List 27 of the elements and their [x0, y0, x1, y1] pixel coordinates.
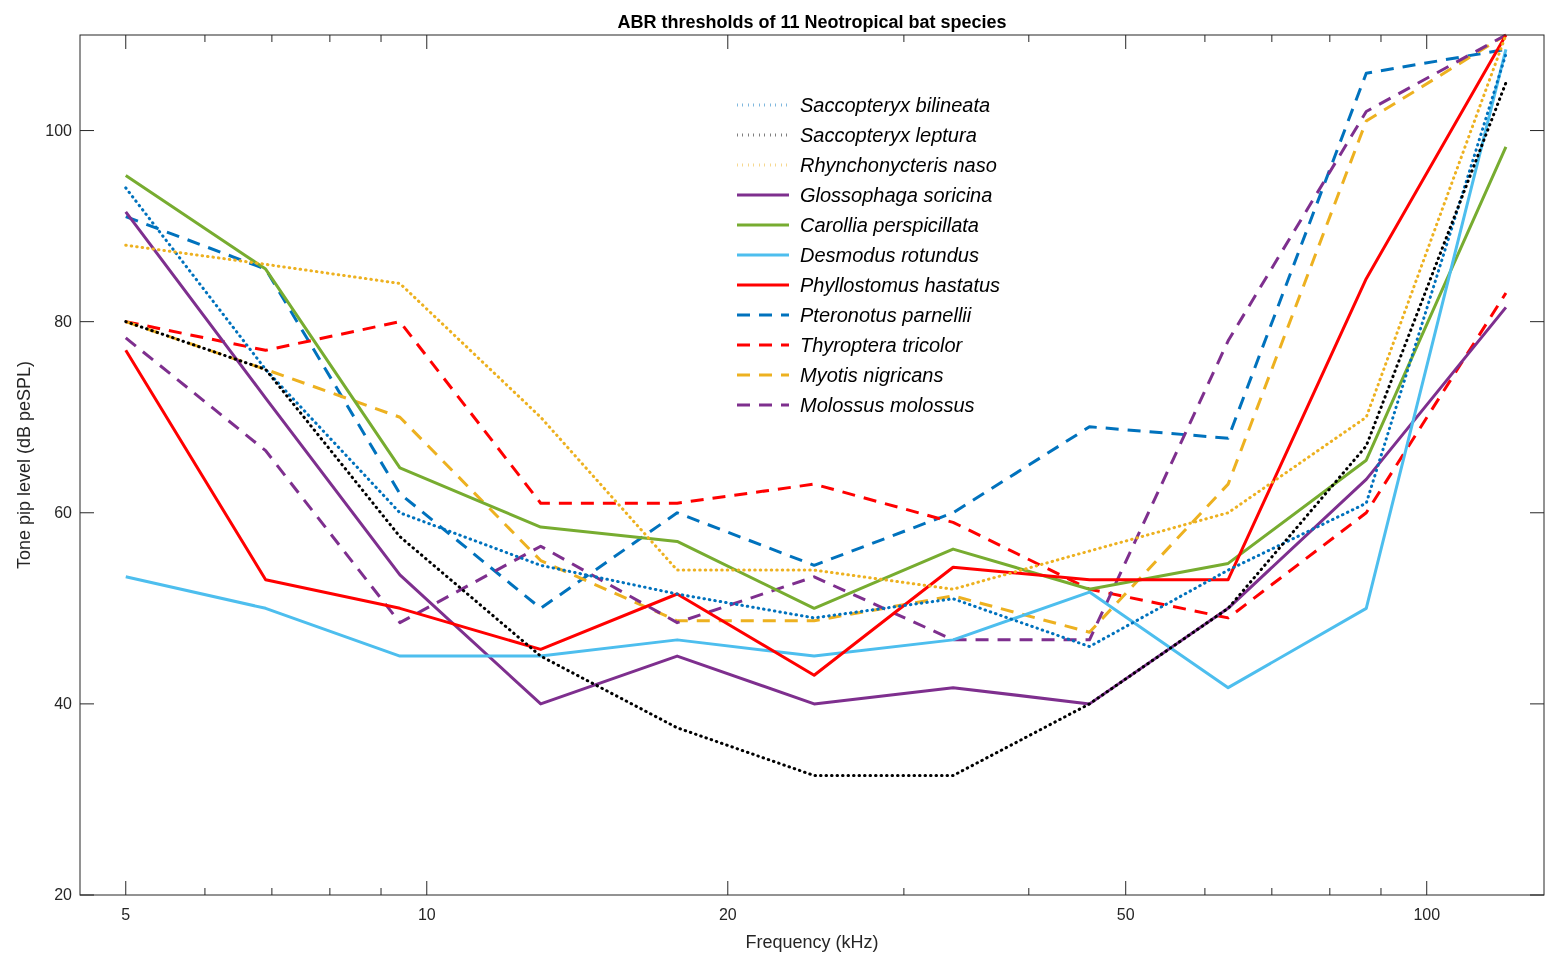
legend-label: Saccopteryx leptura [800, 124, 977, 146]
y-axis-title: Tone pip level (dB peSPL) [14, 360, 34, 570]
y-tick-label: 100 [45, 121, 73, 139]
legend-label: Rhynchonycteris naso [800, 154, 997, 176]
y-tick-label: 20 [54, 886, 73, 903]
x-axis-title: Frequency (kHz) [745, 932, 879, 952]
y-tick-label: 80 [54, 312, 73, 330]
x-tick-label: 5 [121, 906, 131, 923]
x-tick-label: 20 [718, 906, 737, 923]
legend-label: Myotis nigricans [800, 364, 944, 386]
legend-label: Carollia perspicillata [800, 214, 979, 236]
line-series [124, 210, 1508, 706]
legend-label: Pteronotus parnellii [800, 304, 972, 326]
legend-label: Thyroptera tricolor [800, 334, 964, 356]
legend-label: Molossus molossus [800, 394, 975, 416]
y-tick-label: 40 [54, 694, 73, 712]
x-tick-label: 10 [417, 906, 436, 923]
legend-label: Glossophaga soricina [800, 184, 993, 206]
legend-label: Saccopteryx bilineata [800, 94, 991, 116]
legend-label: Phyllostomus hastatus [800, 274, 1001, 296]
legend-label: Desmodus rotundus [800, 244, 979, 266]
line-series [124, 81, 1508, 778]
y-tick-label: 60 [54, 503, 73, 521]
x-tick-label: 50 [1116, 906, 1135, 923]
x-tick-label: 100 [1413, 906, 1441, 923]
line-series [124, 145, 1508, 610]
chart-title: ABR thresholds of 11 Neotropical bat species [617, 12, 1007, 32]
